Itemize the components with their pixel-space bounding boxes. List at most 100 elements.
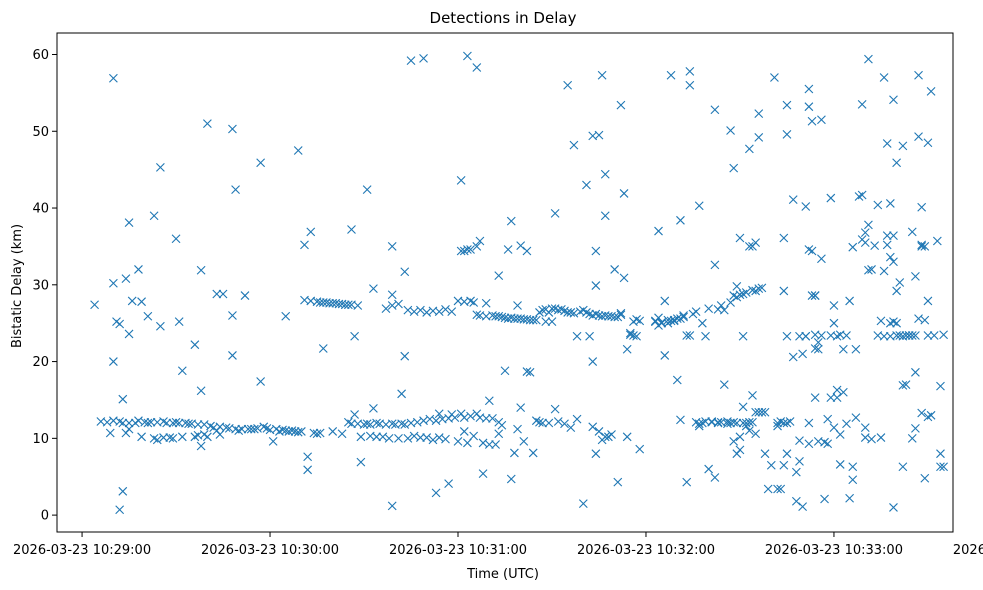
- data-point: [691, 307, 701, 317]
- data-point: [920, 315, 930, 325]
- data-point: [810, 344, 820, 353]
- data-point: [563, 80, 573, 90]
- data-point: [196, 441, 206, 451]
- data-point: [290, 427, 300, 436]
- data-point: [754, 407, 764, 417]
- data-point: [469, 431, 479, 441]
- data-point: [300, 240, 309, 250]
- data-point: [679, 312, 688, 322]
- data-point: [898, 462, 908, 472]
- data-point: [782, 331, 792, 341]
- data-point: [735, 432, 745, 442]
- data-point: [115, 417, 125, 426]
- data-point: [751, 238, 761, 247]
- data-point: [431, 416, 441, 426]
- data-point: [228, 311, 237, 320]
- data-point: [231, 185, 240, 194]
- data-point: [748, 417, 757, 427]
- data-point: [860, 238, 870, 247]
- data-point: [528, 448, 538, 458]
- data-point: [744, 242, 754, 251]
- data-point: [353, 301, 363, 310]
- data-point: [397, 419, 407, 429]
- data-point: [801, 202, 811, 211]
- plot-frame: [56, 32, 954, 533]
- data-point: [629, 331, 638, 340]
- data-point: [795, 331, 804, 341]
- data-point: [522, 367, 532, 376]
- data-point: [306, 227, 316, 237]
- data-point: [538, 305, 547, 315]
- data-point: [202, 432, 212, 442]
- y-tick-label: 60: [32, 48, 49, 63]
- data-point: [907, 433, 917, 443]
- data-point: [754, 109, 764, 118]
- data-point: [588, 357, 598, 366]
- data-point: [600, 169, 610, 179]
- data-point: [535, 417, 544, 427]
- data-point: [237, 424, 247, 434]
- data-point: [635, 444, 645, 454]
- data-point: [560, 419, 569, 429]
- data-point: [917, 202, 927, 212]
- data-point: [788, 352, 798, 362]
- data-point: [447, 307, 457, 317]
- data-point: [932, 236, 942, 246]
- data-point: [488, 413, 497, 423]
- data-point: [782, 129, 792, 139]
- data-point: [829, 301, 839, 310]
- data-point: [920, 242, 930, 251]
- data-point: [889, 231, 898, 241]
- data-point: [835, 430, 845, 439]
- data-point: [754, 284, 764, 294]
- data-point: [876, 433, 886, 442]
- x-axis: 2026-03-23 10:29:00 2026-03-23 10:30:00 20…: [13, 532, 983, 558]
- data-point: [914, 132, 923, 142]
- data-point: [710, 260, 720, 270]
- data-point: [701, 331, 710, 341]
- data-point: [531, 315, 541, 325]
- data-point: [281, 311, 291, 321]
- y-tick-label: 0: [41, 509, 49, 524]
- data-point: [613, 477, 623, 487]
- data-point: [820, 494, 829, 504]
- data-point: [936, 449, 945, 459]
- data-point: [140, 417, 150, 427]
- data-point: [109, 278, 118, 288]
- data-point: [879, 73, 889, 82]
- data-point: [359, 420, 369, 429]
- data-point: [528, 315, 538, 325]
- data-point: [378, 432, 388, 442]
- data-point: [159, 433, 168, 442]
- data-point: [911, 423, 920, 433]
- data-point: [939, 330, 948, 340]
- data-point: [174, 317, 184, 327]
- data-point: [387, 290, 397, 300]
- data-point: [798, 349, 808, 359]
- data-point: [917, 240, 927, 250]
- data-point: [676, 215, 685, 225]
- data-point: [384, 433, 394, 443]
- data-point: [773, 421, 782, 431]
- data-point: [419, 53, 428, 63]
- data-point: [889, 317, 898, 327]
- data-point: [770, 73, 779, 82]
- data-point: [751, 407, 761, 417]
- data-point: [228, 351, 237, 360]
- data-point: [860, 433, 870, 442]
- data-point: [416, 305, 425, 315]
- data-point: [591, 246, 601, 256]
- data-point: [315, 298, 325, 307]
- data-point: [513, 301, 522, 310]
- data-point: [174, 418, 184, 428]
- data-point: [685, 80, 695, 90]
- y-axis: 0 10 20 30 40 50 60: [32, 48, 57, 524]
- data-point: [660, 296, 670, 306]
- data-point: [149, 211, 159, 221]
- data-point: [885, 199, 895, 208]
- data-point: [525, 315, 535, 325]
- data-point: [550, 404, 560, 414]
- data-point: [829, 318, 839, 328]
- data-point: [500, 313, 510, 323]
- data-point: [854, 192, 864, 201]
